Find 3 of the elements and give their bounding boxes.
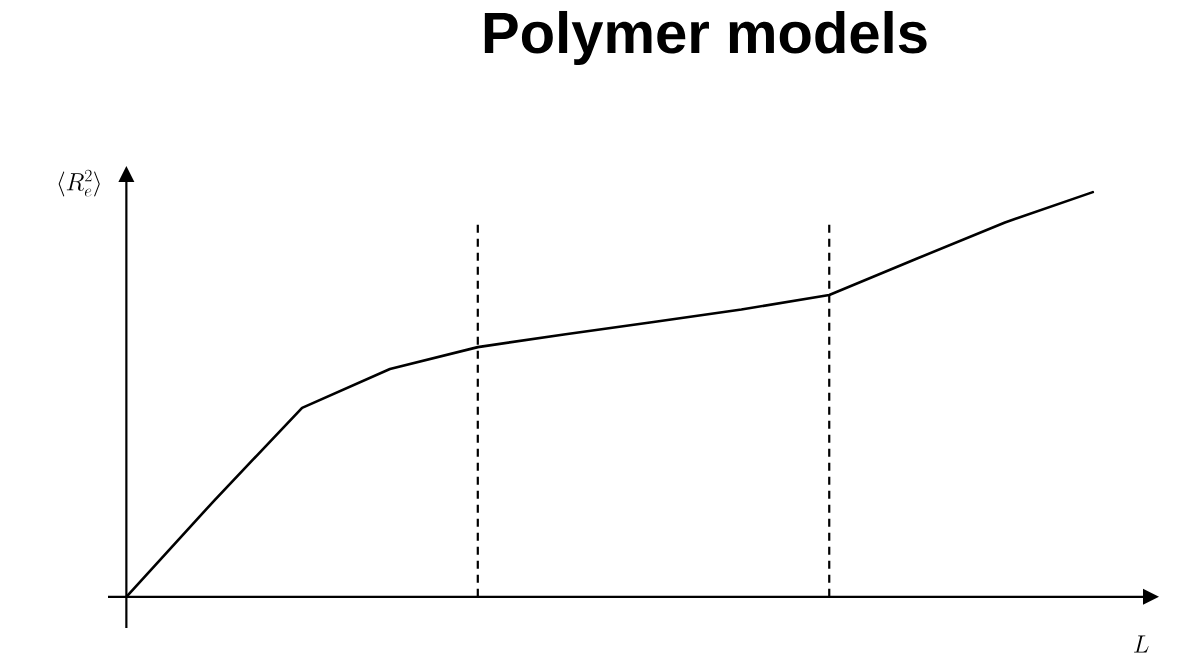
- y-axis-title: $\langle R_e^2\rangle$: [58, 169, 100, 197]
- x-axis-title: $L$: [1134, 635, 1149, 653]
- chart-title: Polymer models: [484, 10, 927, 66]
